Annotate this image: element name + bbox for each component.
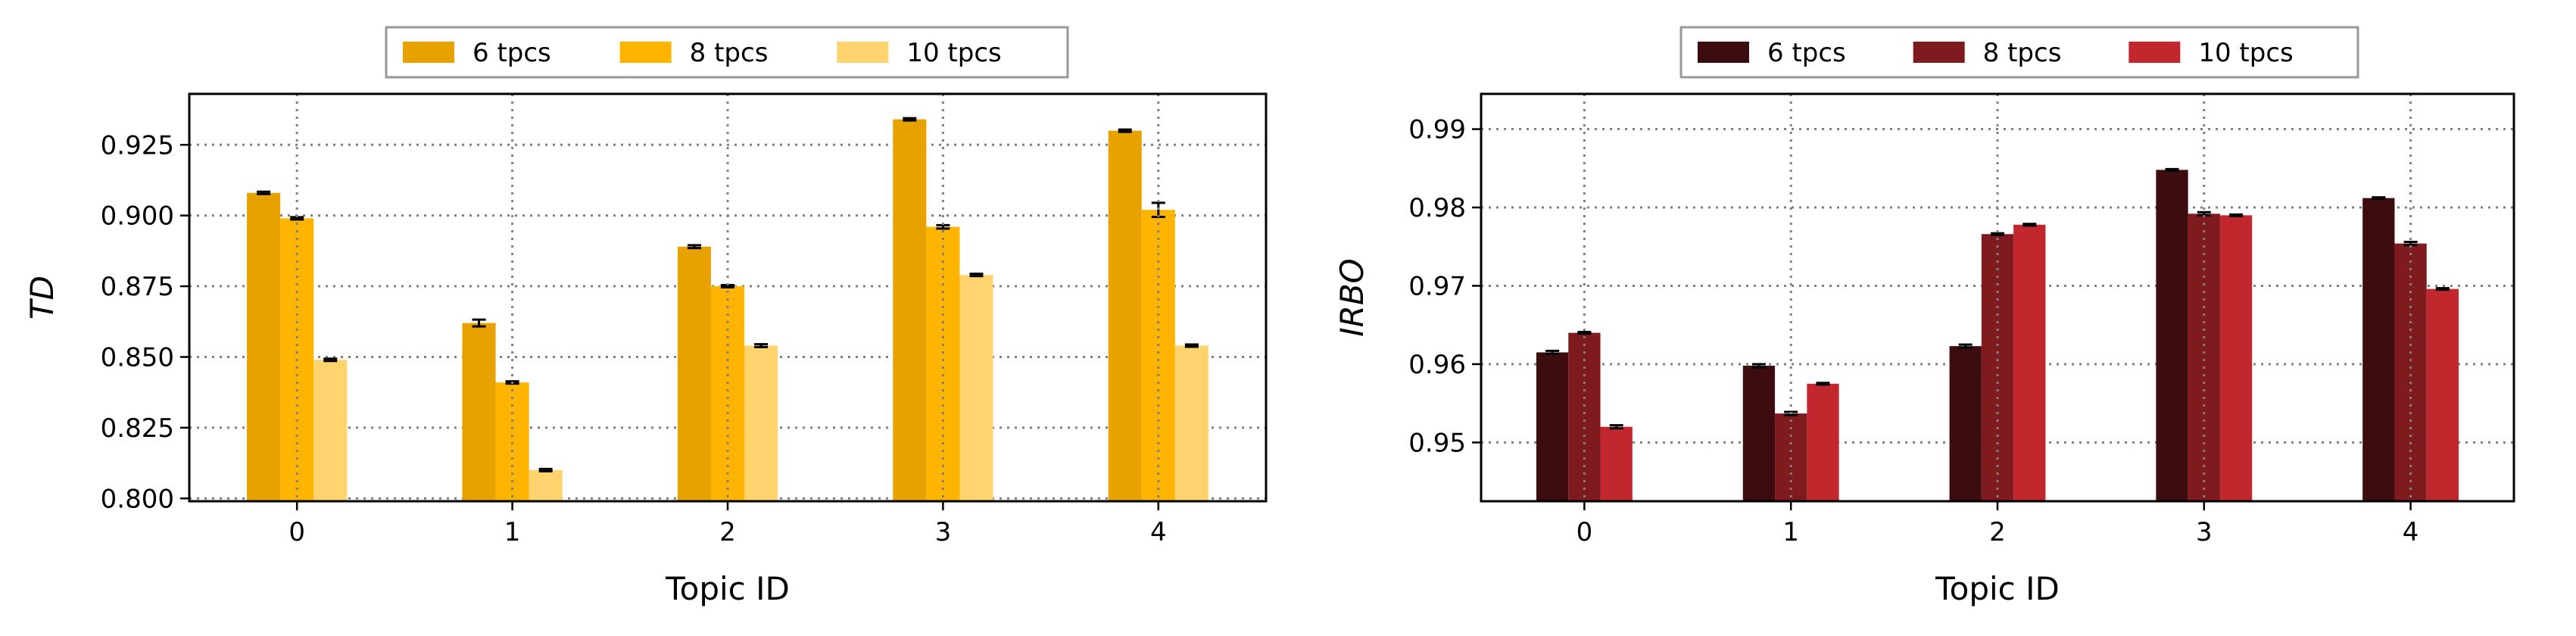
legend-label: 6 tpcs (472, 38, 551, 68)
plot-frame (188, 92, 1268, 503)
legend-swatch (837, 42, 889, 63)
error-bar (1609, 424, 1623, 430)
error-bar (538, 467, 553, 472)
legend-label: 6 tpcs (1767, 38, 1846, 68)
x-axis-label: Topic ID (1935, 570, 2060, 607)
bar (1108, 130, 1142, 501)
x-tick-label: 4 (1150, 517, 1167, 547)
y-tick-label: 0.98 (1408, 193, 1466, 223)
error-bar (754, 343, 769, 348)
bar (710, 286, 745, 501)
bar (529, 469, 563, 501)
y-axis-label: TD (23, 276, 61, 320)
error-bar (2372, 196, 2386, 201)
error-bar (472, 318, 486, 328)
y-tick-label: 0.99 (1408, 115, 1466, 145)
legend-label: 8 tpcs (690, 38, 769, 68)
plot-frame (1480, 92, 2515, 503)
bar (1742, 366, 1776, 501)
y-tick-label: 0.800 (101, 484, 174, 514)
y-tick-label: 0.925 (101, 130, 174, 161)
y-tick-label: 0.825 (101, 413, 174, 444)
error-bar (936, 223, 950, 230)
error-bar (2165, 167, 2179, 172)
y-tick-label: 0.900 (101, 201, 174, 232)
bar (1600, 426, 1633, 501)
x-tick-label: 3 (935, 517, 952, 547)
bar (1174, 345, 1208, 501)
y-tick-label: 0.850 (101, 342, 174, 373)
error-bar (290, 216, 304, 221)
error-bar (1545, 349, 1560, 355)
y-tick-label: 0.95 (1408, 428, 1466, 458)
legend-swatch (2128, 42, 2181, 63)
error-bar (1577, 331, 1592, 335)
error-bar (1991, 232, 2004, 236)
error-bar (721, 284, 734, 289)
error-bar (969, 273, 984, 278)
legend-swatch (1913, 42, 1965, 63)
legend-label: 10 tpcs (906, 38, 1001, 68)
bar (677, 246, 711, 501)
error-bar (257, 190, 271, 195)
bar (959, 275, 993, 501)
error-bar (2403, 241, 2418, 247)
bar (495, 382, 529, 501)
legend: 6 tpcs 8 tpcs 10 tpcs (385, 26, 1069, 79)
x-tick-label: 4 (2403, 517, 2419, 547)
legend-swatch (1698, 42, 1749, 63)
error-bar (323, 357, 338, 363)
error-bar (903, 117, 917, 122)
bar (893, 119, 927, 501)
y-axis-label: IRBO (1333, 258, 1371, 336)
x-tick-label: 0 (1576, 517, 1593, 547)
error-bar (687, 244, 701, 250)
bar (1807, 383, 1839, 501)
bar (2394, 243, 2427, 501)
error-bar (1118, 128, 1132, 133)
x-tick-label: 2 (719, 517, 736, 547)
bar (313, 360, 348, 501)
bar (2013, 224, 2046, 501)
x-axis-label: Topic ID (665, 570, 790, 607)
legend: 6 tpcs 8 tpcs 10 tpcs (1679, 26, 2359, 79)
bar (2219, 215, 2253, 501)
x-tick-label: 1 (1782, 517, 1799, 547)
y-tick-label: 0.97 (1408, 271, 1466, 301)
x-tick-label: 2 (1989, 517, 2006, 547)
error-bar (1816, 382, 1830, 386)
bar (926, 226, 960, 501)
y-tick-label: 0.96 (1408, 350, 1466, 380)
bar (1536, 352, 1569, 501)
bar (2156, 170, 2188, 501)
bar (2426, 288, 2459, 501)
x-tick-label: 1 (504, 517, 521, 547)
legend-label: 8 tpcs (1983, 38, 2062, 68)
error-bar (2435, 287, 2450, 292)
chart-1: 0.800 0.825 0.850 0.875 0.900 0.925 0 1 2 3 4 Topic… (23, 26, 1268, 607)
y-tick-label: 0.875 (101, 272, 174, 302)
x-tick-label: 3 (2196, 517, 2213, 547)
error-bar (1958, 343, 1973, 349)
bar (1568, 332, 1601, 501)
bar (744, 345, 778, 501)
bar (247, 192, 281, 501)
bar (1141, 210, 1175, 501)
error-bar (1751, 363, 1766, 369)
error-bar (1184, 343, 1199, 348)
error-bar (2229, 213, 2244, 217)
legend-swatch (619, 42, 672, 63)
legend-swatch (403, 42, 454, 63)
legend-label: 10 tpcs (2198, 38, 2293, 68)
bar (462, 323, 496, 501)
x-tick-label: 0 (288, 517, 305, 547)
error-bar (2022, 223, 2037, 227)
bar (2362, 198, 2395, 501)
legend-frame (385, 26, 1069, 79)
bar (1949, 346, 1982, 501)
chart-2: 0.95 0.96 0.97 0.98 0.99 0 1 2 3 4 Topic ID IRBO 6 t… (1333, 26, 2515, 607)
legend-frame (1679, 26, 2359, 79)
